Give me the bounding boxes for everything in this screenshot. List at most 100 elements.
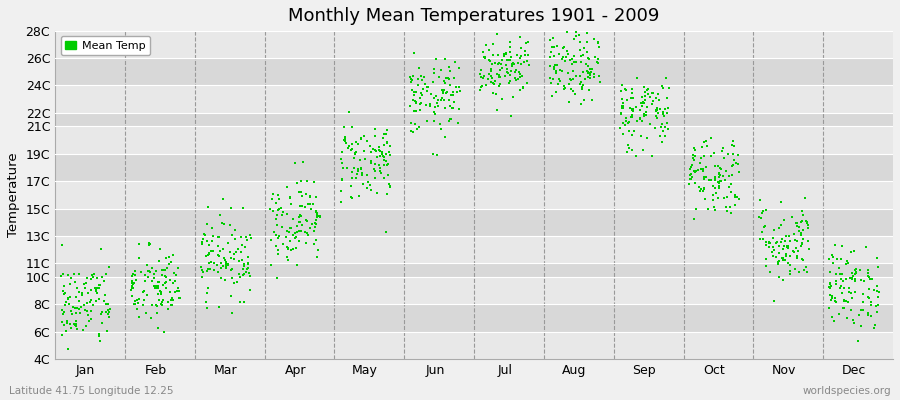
- Point: [344, 194, 358, 200]
- Point: [345, 195, 359, 201]
- Point: [346, 175, 360, 181]
- Point: [166, 297, 181, 304]
- Point: [225, 266, 239, 272]
- Point: [615, 103, 629, 109]
- Point: [237, 270, 251, 277]
- Point: [151, 285, 166, 292]
- Point: [624, 95, 638, 101]
- Point: [283, 224, 297, 231]
- Point: [309, 217, 323, 224]
- Point: [280, 254, 294, 260]
- Point: [567, 36, 581, 42]
- Point: [172, 288, 186, 294]
- Point: [148, 302, 163, 308]
- Point: [310, 208, 324, 214]
- Point: [845, 295, 859, 302]
- Point: [639, 109, 653, 115]
- Point: [339, 165, 354, 172]
- Point: [280, 244, 294, 251]
- Point: [499, 62, 513, 68]
- Point: [99, 300, 113, 307]
- Point: [698, 138, 713, 144]
- Point: [500, 66, 515, 72]
- Point: [706, 196, 721, 203]
- Point: [101, 310, 115, 317]
- Point: [625, 111, 639, 118]
- Point: [351, 167, 365, 174]
- Point: [441, 75, 455, 82]
- Point: [825, 260, 840, 267]
- Point: [381, 172, 395, 178]
- Point: [698, 196, 712, 202]
- Point: [137, 296, 151, 303]
- Point: [781, 260, 796, 266]
- Point: [623, 105, 637, 111]
- Point: [368, 133, 382, 139]
- Point: [352, 192, 366, 199]
- Point: [870, 288, 885, 294]
- Point: [434, 67, 448, 74]
- Point: [492, 74, 507, 80]
- Point: [712, 171, 726, 177]
- Point: [635, 117, 650, 124]
- Point: [403, 103, 418, 109]
- Point: [382, 142, 397, 149]
- Point: [349, 138, 364, 145]
- Point: [283, 238, 297, 244]
- Point: [270, 212, 284, 219]
- Point: [823, 268, 837, 275]
- Point: [759, 242, 773, 249]
- Point: [546, 43, 561, 50]
- Point: [351, 141, 365, 148]
- Point: [269, 232, 284, 238]
- Point: [338, 134, 353, 140]
- Point: [165, 302, 179, 308]
- Point: [143, 241, 157, 247]
- Point: [616, 102, 630, 109]
- Point: [585, 97, 599, 104]
- Point: [93, 282, 107, 288]
- Point: [581, 55, 596, 62]
- Point: [194, 274, 209, 280]
- Point: [206, 248, 220, 254]
- Point: [643, 120, 657, 127]
- Point: [439, 89, 454, 95]
- Point: [68, 305, 83, 311]
- Point: [239, 237, 254, 243]
- Point: [722, 184, 736, 190]
- Point: [770, 259, 785, 266]
- Point: [661, 120, 675, 126]
- Point: [430, 152, 445, 158]
- Point: [311, 212, 326, 219]
- Point: [828, 271, 842, 277]
- Point: [573, 72, 588, 79]
- Point: [505, 60, 519, 67]
- Point: [568, 91, 582, 98]
- Point: [756, 236, 770, 242]
- Point: [497, 53, 511, 59]
- Point: [641, 90, 655, 97]
- Point: [283, 195, 297, 201]
- Point: [482, 57, 496, 64]
- Point: [511, 60, 526, 67]
- Point: [76, 326, 90, 333]
- Point: [431, 97, 446, 104]
- Point: [638, 112, 652, 118]
- Point: [625, 132, 639, 138]
- Point: [844, 270, 859, 276]
- Point: [477, 54, 491, 61]
- Point: [294, 228, 309, 235]
- Point: [310, 210, 324, 216]
- Point: [404, 78, 419, 85]
- Point: [698, 174, 712, 180]
- Point: [787, 231, 801, 238]
- Point: [377, 162, 392, 168]
- Point: [842, 284, 856, 291]
- Point: [125, 283, 140, 289]
- Point: [304, 206, 319, 212]
- Point: [562, 81, 577, 87]
- Point: [407, 88, 421, 95]
- Point: [560, 48, 574, 54]
- Point: [224, 293, 238, 299]
- Point: [125, 284, 140, 291]
